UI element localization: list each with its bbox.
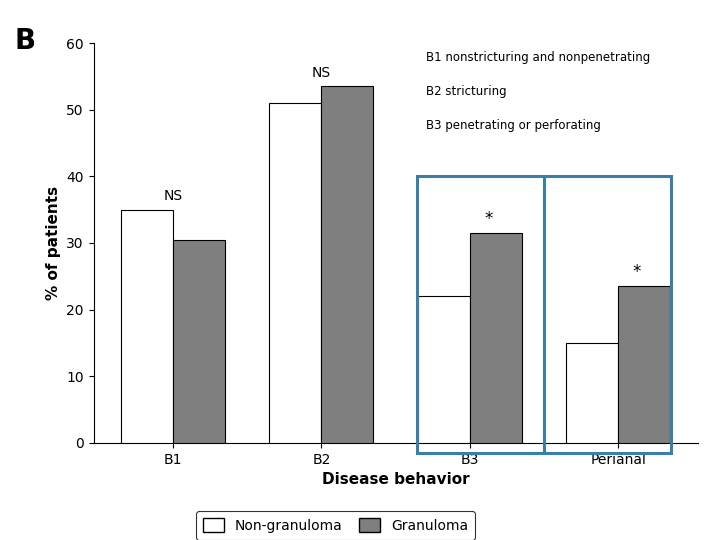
Bar [418, 296, 470, 443]
Bar [173, 240, 225, 443]
Text: B: B [15, 27, 36, 55]
Text: B2 stricturing: B2 stricturing [426, 85, 507, 98]
Bar [618, 286, 670, 443]
Text: NS: NS [163, 189, 183, 203]
Text: *: * [484, 210, 492, 228]
Y-axis label: % of patients: % of patients [45, 186, 60, 300]
Legend: Non-granuloma, Granuloma: Non-granuloma, Granuloma [196, 511, 475, 540]
Text: NS: NS [312, 66, 331, 80]
Bar [269, 103, 321, 443]
Bar [470, 233, 522, 443]
Bar [321, 86, 374, 443]
Text: B3 penetrating or perforating: B3 penetrating or perforating [426, 119, 601, 132]
X-axis label: Disease behavior: Disease behavior [322, 472, 470, 487]
Text: B1 nonstricturing and nonpenetrating: B1 nonstricturing and nonpenetrating [426, 51, 650, 64]
Bar [567, 343, 618, 443]
Bar [417, 177, 671, 453]
Text: *: * [633, 263, 641, 281]
Bar [121, 210, 173, 443]
